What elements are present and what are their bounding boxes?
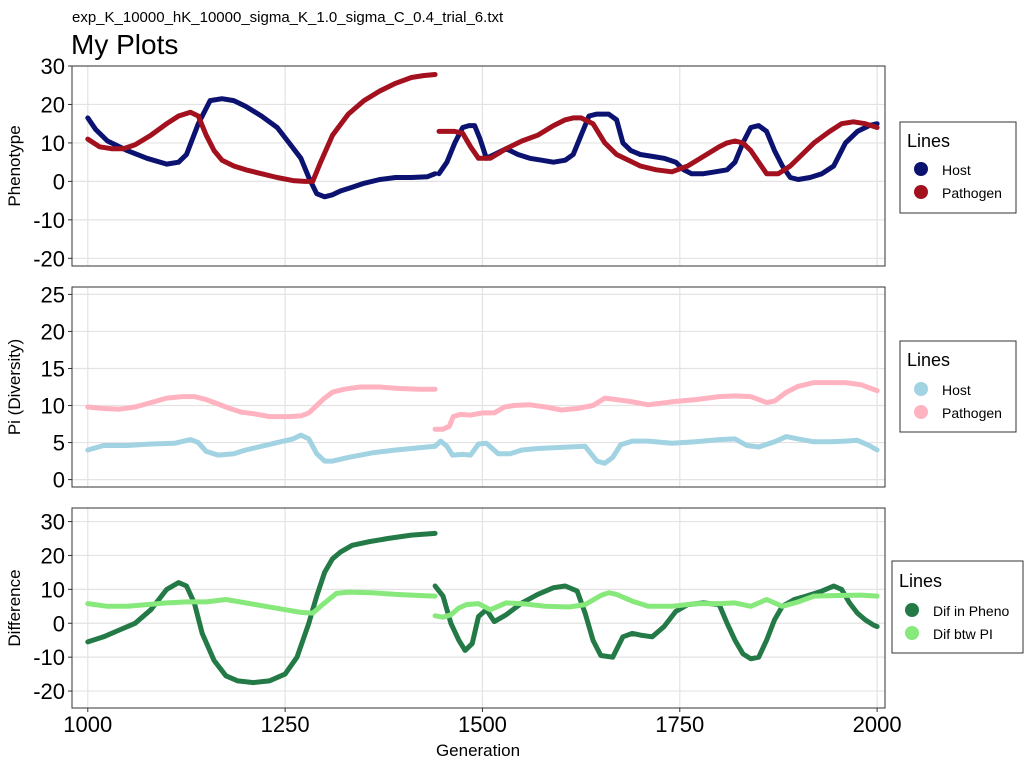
phenotype-y-tick-label: -10 xyxy=(33,208,65,233)
diversity-frame xyxy=(71,286,886,488)
difference-frame xyxy=(71,507,886,709)
difference-y-label: Difference xyxy=(5,569,24,646)
x-tick-label: 1250 xyxy=(261,712,310,737)
difference-y-tick-label: 20 xyxy=(41,543,65,568)
phenotype-y-tick-label: 30 xyxy=(41,54,65,79)
diversity-legend-pathogen-key xyxy=(914,405,928,419)
phenotype-lines xyxy=(85,72,880,200)
diversity-y-tick-label: 25 xyxy=(41,282,65,307)
difference-legend-pi-key xyxy=(905,626,919,640)
difference-legend-pheno-label: Dif in Pheno xyxy=(933,603,1009,619)
phenotype-legend-host-label: Host xyxy=(942,162,971,178)
phenotype-frame xyxy=(71,65,886,267)
diversity-y-tick-label: 15 xyxy=(41,356,65,381)
difference-dif-btw-pi-line xyxy=(432,590,880,620)
diversity-legend-title: Lines xyxy=(907,350,950,370)
difference-y-tick-label: -10 xyxy=(33,645,65,670)
phenotype-y-tick-label: 10 xyxy=(41,131,65,156)
diversity-host-line xyxy=(432,434,880,466)
phenotype-y-tick-label: -20 xyxy=(33,246,65,271)
diversity-grid xyxy=(72,287,885,487)
diversity-legend-pathogen-label: Pathogen xyxy=(942,405,1002,421)
diversity-pathogen-line xyxy=(85,384,438,420)
difference-y-ticks: -20 -10 0 10 20 30 xyxy=(33,510,72,704)
difference-panel: -20 -10 0 10 20 30 Difference Lines Dif in Ph… xyxy=(5,507,1024,737)
difference-y-tick-label: 30 xyxy=(41,510,65,535)
phenotype-legend-pathogen-label: Pathogen xyxy=(942,185,1002,201)
phenotype-legend-pathogen-key xyxy=(914,185,928,199)
difference-lines xyxy=(85,530,880,686)
x-tick-label: 1500 xyxy=(458,712,507,737)
phenotype-y-tick-label: 20 xyxy=(41,92,65,117)
diversity-y-ticks: 0 5 10 15 20 25 xyxy=(41,282,72,493)
phenotype-y-label: Phenotype xyxy=(5,125,24,206)
difference-y-tick-label: 10 xyxy=(41,577,65,602)
difference-y-tick-label: 0 xyxy=(53,611,65,636)
x-axis-label: Generation xyxy=(436,741,520,760)
diversity-legend-host-key xyxy=(914,382,928,396)
phenotype-pathogen-line xyxy=(436,115,880,177)
diversity-legend-host-label: Host xyxy=(942,382,971,398)
diversity-host-line xyxy=(85,432,438,464)
phenotype-legend: Lines Host Pathogen xyxy=(899,121,1017,214)
phenotype-panel: -20 -10 0 10 20 30 Phenotype Lines Host Patho… xyxy=(5,54,1017,271)
difference-legend-title: Lines xyxy=(899,571,942,591)
diversity-pathogen-line xyxy=(432,380,880,432)
difference-legend-pi-label: Dif btw PI xyxy=(933,626,993,642)
diversity-y-tick-label: 0 xyxy=(53,468,65,493)
x-tick-label: 1750 xyxy=(655,712,704,737)
difference-dif-btw-pi-line xyxy=(85,589,438,616)
phenotype-legend-host-key xyxy=(914,162,928,176)
phenotype-host-line xyxy=(85,96,438,200)
phenotype-legend-title: Lines xyxy=(907,131,950,151)
phenotype-y-ticks: -20 -10 0 10 20 30 xyxy=(33,54,72,271)
diversity-legend: Lines Host Pathogen xyxy=(899,340,1017,433)
diversity-y-tick-label: 5 xyxy=(53,431,65,456)
x-tick-label: 1000 xyxy=(63,712,112,737)
diversity-y-label: Pi (Diversity) xyxy=(5,339,24,435)
difference-legend: Lines Dif in Pheno Dif btw PI xyxy=(891,560,1024,654)
difference-legend-pheno-key xyxy=(905,603,919,617)
difference-y-tick-label: -20 xyxy=(33,679,65,704)
diversity-y-tick-label: 10 xyxy=(41,394,65,419)
x-tick-label: 2000 xyxy=(853,712,902,737)
diversity-panel: 0 5 10 15 20 25 Pi (Diversity) Lines Host Pat… xyxy=(5,282,1017,493)
phenotype-pathogen-line xyxy=(85,72,438,184)
diversity-lines xyxy=(85,380,880,466)
diversity-y-tick-label: 20 xyxy=(41,319,65,344)
page-title: My Plots xyxy=(71,29,178,60)
phenotype-y-tick-label: 0 xyxy=(53,169,65,194)
x-ticks: 1000 1250 1500 1750 2000 xyxy=(63,708,902,737)
file-name: exp_K_10000_hK_10000_sigma_K_1.0_sigma_C… xyxy=(72,9,504,26)
